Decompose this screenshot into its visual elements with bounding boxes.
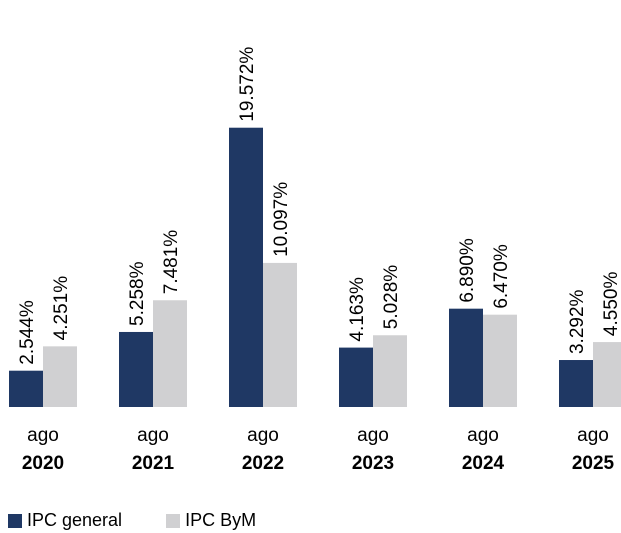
data-label-ipc-bym-2023: 5.028% (381, 265, 402, 330)
data-label-ipc-general-2022: 19.572% (237, 47, 258, 122)
bar-ipc-bym-2021 (153, 300, 187, 407)
legend-item-ipc-general: IPC general (8, 510, 122, 531)
bar-ipc-general-2022 (229, 127, 263, 408)
legend-label-ipc-general: IPC general (27, 510, 123, 530)
data-label-ipc-bym-2024: 6.470% (491, 244, 512, 309)
x-tick-year-2024: 2024 (462, 453, 505, 474)
x-tick-month-2025: ago (577, 425, 609, 446)
x-tick-year-2020: 2020 (22, 453, 64, 474)
x-tick-month-2020: ago (27, 425, 59, 446)
data-label-ipc-bym-2020: 4.251% (51, 276, 72, 341)
data-label-ipc-bym-2022: 10.097% (271, 182, 292, 257)
legend-swatch-ipc-general (8, 513, 22, 528)
bar-ipc-bym-2024 (483, 314, 517, 407)
data-label-ipc-general-2025: 3.292% (567, 289, 588, 354)
bar-ipc-bym-2025 (593, 342, 621, 407)
bar-ipc-bym-2023 (373, 335, 407, 407)
bar-ipc-general-2021 (119, 331, 153, 407)
bar-chart: 2.544% 4.251% ago 2020 5.258% 7.481% ago 2021 19… (9, 47, 621, 474)
bar-ipc-bym-2020 (43, 346, 77, 407)
legend-swatch-ipc-bym (166, 513, 181, 528)
x-tick-year-2021: 2021 (132, 453, 175, 474)
legend-item-ipc-bym: IPC ByM (166, 510, 256, 531)
data-label-ipc-general-2023: 4.163% (347, 277, 368, 342)
data-label-ipc-general-2020: 2.544% (17, 300, 38, 365)
x-tick-year-2022: 2022 (242, 453, 284, 474)
x-tick-month-2024: ago (467, 425, 499, 446)
data-label-ipc-bym-2025: 4.550% (601, 272, 621, 337)
x-tick-year-2023: 2023 (352, 453, 394, 474)
data-label-ipc-general-2021: 5.258% (127, 261, 148, 326)
bar-ipc-bym-2022 (263, 262, 297, 407)
x-tick-month-2023: ago (357, 425, 389, 446)
legend-label-ipc-bym: IPC ByM (185, 510, 257, 530)
bar-ipc-general-2020 (9, 370, 43, 407)
chart-legend: IPC general IPC ByM (8, 510, 300, 531)
bar-ipc-general-2025 (559, 360, 593, 407)
bar-ipc-general-2024 (449, 308, 483, 407)
x-tick-year-2025: 2025 (572, 453, 615, 474)
data-label-ipc-general-2024: 6.890% (457, 238, 478, 303)
bar-ipc-general-2023 (339, 347, 373, 407)
x-tick-month-2021: ago (137, 425, 169, 446)
data-label-ipc-bym-2021: 7.481% (161, 230, 182, 295)
x-tick-month-2022: ago (247, 425, 279, 446)
